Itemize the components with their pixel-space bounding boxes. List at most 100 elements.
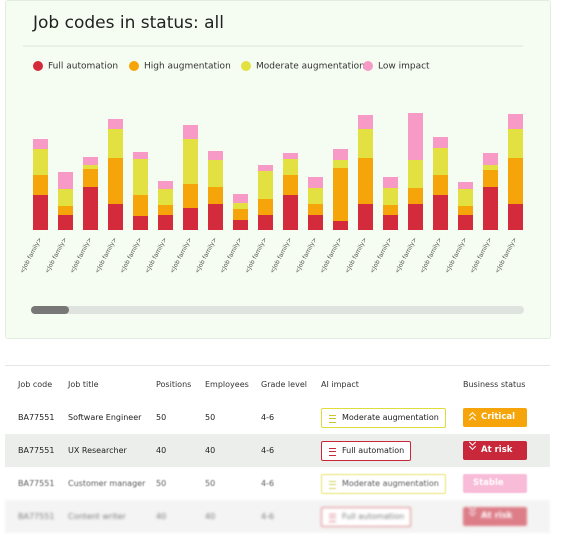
impact-pill: Moderate augmentation: [321, 408, 446, 428]
bar-segment: [383, 188, 398, 205]
bar-segment: [483, 165, 498, 170]
cell: UX Researcher: [68, 446, 127, 455]
x-tick-label: <Job family>: [369, 236, 394, 274]
chart-title: Job codes in status: all: [32, 13, 224, 33]
bar-segment: [508, 158, 523, 204]
legend-label: Moderate augmentation: [256, 62, 365, 72]
bar-segment: [83, 165, 98, 169]
bar-segment: [308, 188, 323, 204]
bar-segment: [133, 216, 148, 230]
x-tick-label: <Job family>: [144, 236, 169, 274]
cell: 40: [156, 512, 167, 521]
x-tick-label: <Job family>: [294, 236, 319, 274]
bar-segment: [183, 184, 198, 208]
bar-segment: [408, 160, 423, 188]
bar-segment: [233, 194, 248, 203]
impact-pill: Moderate augmentation: [321, 474, 446, 494]
bar-segment: [283, 195, 298, 230]
table-row[interactable]: BA77551 Customer manager 50 50 4-6 Moder…: [5, 467, 550, 500]
x-tick-label: <Job family>: [44, 236, 69, 274]
legend-swatch: [33, 61, 43, 71]
cell: 40: [156, 446, 167, 455]
x-tick-label: <Job family>: [319, 236, 344, 274]
bar-segment: [208, 151, 223, 160]
bar-segment: [233, 220, 248, 230]
bar-segment: [358, 129, 373, 158]
cell: 4-6: [261, 512, 275, 521]
scroll-thumb[interactable]: [31, 306, 69, 314]
cell: 40: [205, 512, 216, 521]
table-row[interactable]: BA77551 Software Engineer 50 50 4-6 Mode…: [5, 401, 550, 434]
cell: 40: [205, 446, 216, 455]
icon: [468, 508, 477, 517]
table-row[interactable]: BA77551 Content writer 40 40 4-6 Full au…: [5, 500, 550, 533]
bar-segment: [183, 139, 198, 184]
cell: Full automation: [342, 512, 405, 521]
bar-segment: [258, 165, 273, 171]
icon: [468, 442, 477, 451]
bar-segment: [408, 204, 423, 230]
bar-segment: [83, 169, 98, 187]
bar-segment: [258, 215, 273, 230]
x-tick-label: <Job family>: [94, 236, 119, 274]
legend-swatch: [363, 61, 373, 71]
cell: Critical: [481, 412, 516, 422]
bar-segment: [283, 159, 298, 175]
cell: 4-6: [261, 413, 275, 422]
chart: Job codes in status: all Full automation…: [19, 13, 524, 314]
x-tick-label: <Job family>: [169, 236, 194, 274]
cell: Content writer: [68, 512, 126, 521]
bar-segment: [183, 208, 198, 230]
bar-segment: [33, 139, 48, 149]
status-badge: Critical: [463, 408, 527, 427]
bar-segment: [458, 182, 473, 189]
x-tick-label: <Job family>: [244, 236, 269, 274]
column-header: Employees: [205, 380, 249, 389]
bar-segment: [408, 113, 423, 160]
bar-segment: [483, 153, 498, 165]
bar-segment: [333, 160, 348, 168]
bar-segment: [108, 119, 123, 129]
column-header: Positions: [156, 380, 192, 389]
table-row[interactable]: BA77551 UX Researcher 40 40 4-6 Full aut…: [5, 434, 550, 467]
bar-segment: [333, 168, 348, 221]
bar-segment: [58, 215, 73, 230]
column-header: AI impact: [321, 380, 359, 389]
bar-segment: [508, 204, 523, 230]
cell: BA77551: [18, 413, 55, 422]
bar-segment: [433, 137, 448, 148]
legend-swatch: [129, 61, 139, 71]
icon: [329, 481, 336, 489]
cell: 50: [205, 413, 216, 422]
column-header: Job code: [18, 380, 53, 389]
legend-swatch: [241, 61, 251, 71]
bar-segment: [208, 160, 223, 187]
cell: Full automation: [342, 446, 405, 455]
bar-segment: [383, 177, 398, 188]
icon: [329, 415, 336, 423]
bar-segment: [58, 206, 73, 215]
x-tick-label: <Job family>: [444, 236, 469, 274]
bar-segment: [508, 114, 523, 129]
bar-segment: [358, 158, 373, 204]
bar-segment: [308, 204, 323, 215]
cell: 50: [156, 479, 167, 488]
column-header: Grade level: [261, 380, 307, 389]
bar-segment: [183, 125, 198, 139]
bar-segment: [508, 129, 523, 158]
bar-segment: [33, 149, 48, 175]
bar-segment: [58, 172, 73, 189]
icon: [468, 411, 477, 420]
cell: 4-6: [261, 446, 275, 455]
x-tick-label: <Job family>: [344, 236, 369, 274]
icon: [329, 514, 336, 522]
status-badge: Stable: [463, 474, 527, 493]
legend-label: High augmentation: [144, 62, 231, 72]
bar-segment: [108, 204, 123, 230]
status-badge: At risk: [463, 441, 527, 460]
x-tick-label: <Job family>: [394, 236, 419, 274]
bar-segment: [483, 187, 498, 230]
x-tick-label: <Job family>: [19, 236, 44, 274]
cell: BA77551: [18, 512, 55, 521]
